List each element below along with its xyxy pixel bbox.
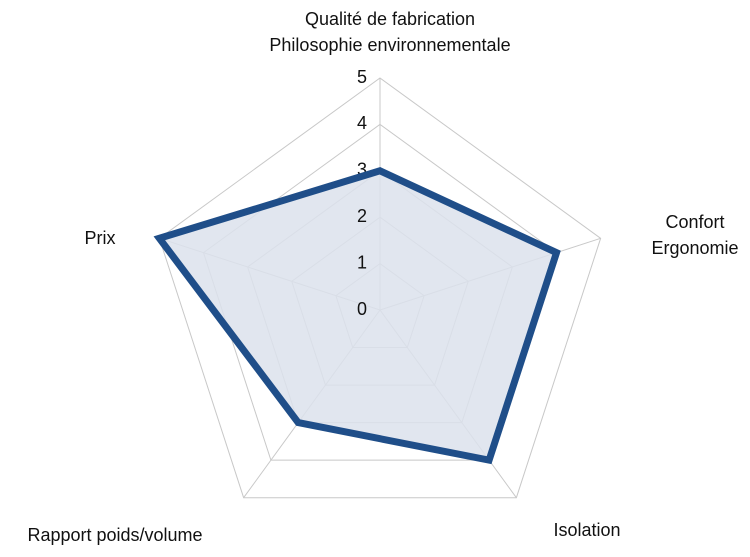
grid-ring — [158, 77, 602, 499]
r-tick-label: 0 — [357, 299, 367, 319]
category-label: Confort Ergonomie — [651, 212, 739, 258]
category-label: Isolation — [553, 520, 621, 540]
category-label: Rapport poids/volume — [27, 525, 203, 545]
r-tick-label: 3 — [357, 160, 367, 180]
r-tick-label: 2 — [357, 206, 367, 226]
category-label: Prix — [84, 228, 116, 248]
r-tick-label: 5 — [357, 67, 367, 87]
data-line — [153, 167, 561, 465]
data-area — [159, 170, 557, 461]
r-tick-label: 1 — [357, 252, 367, 272]
r-tick-label: 4 — [357, 113, 367, 133]
category-label: Qualité de fabrication Philosophie envir… — [269, 9, 511, 55]
